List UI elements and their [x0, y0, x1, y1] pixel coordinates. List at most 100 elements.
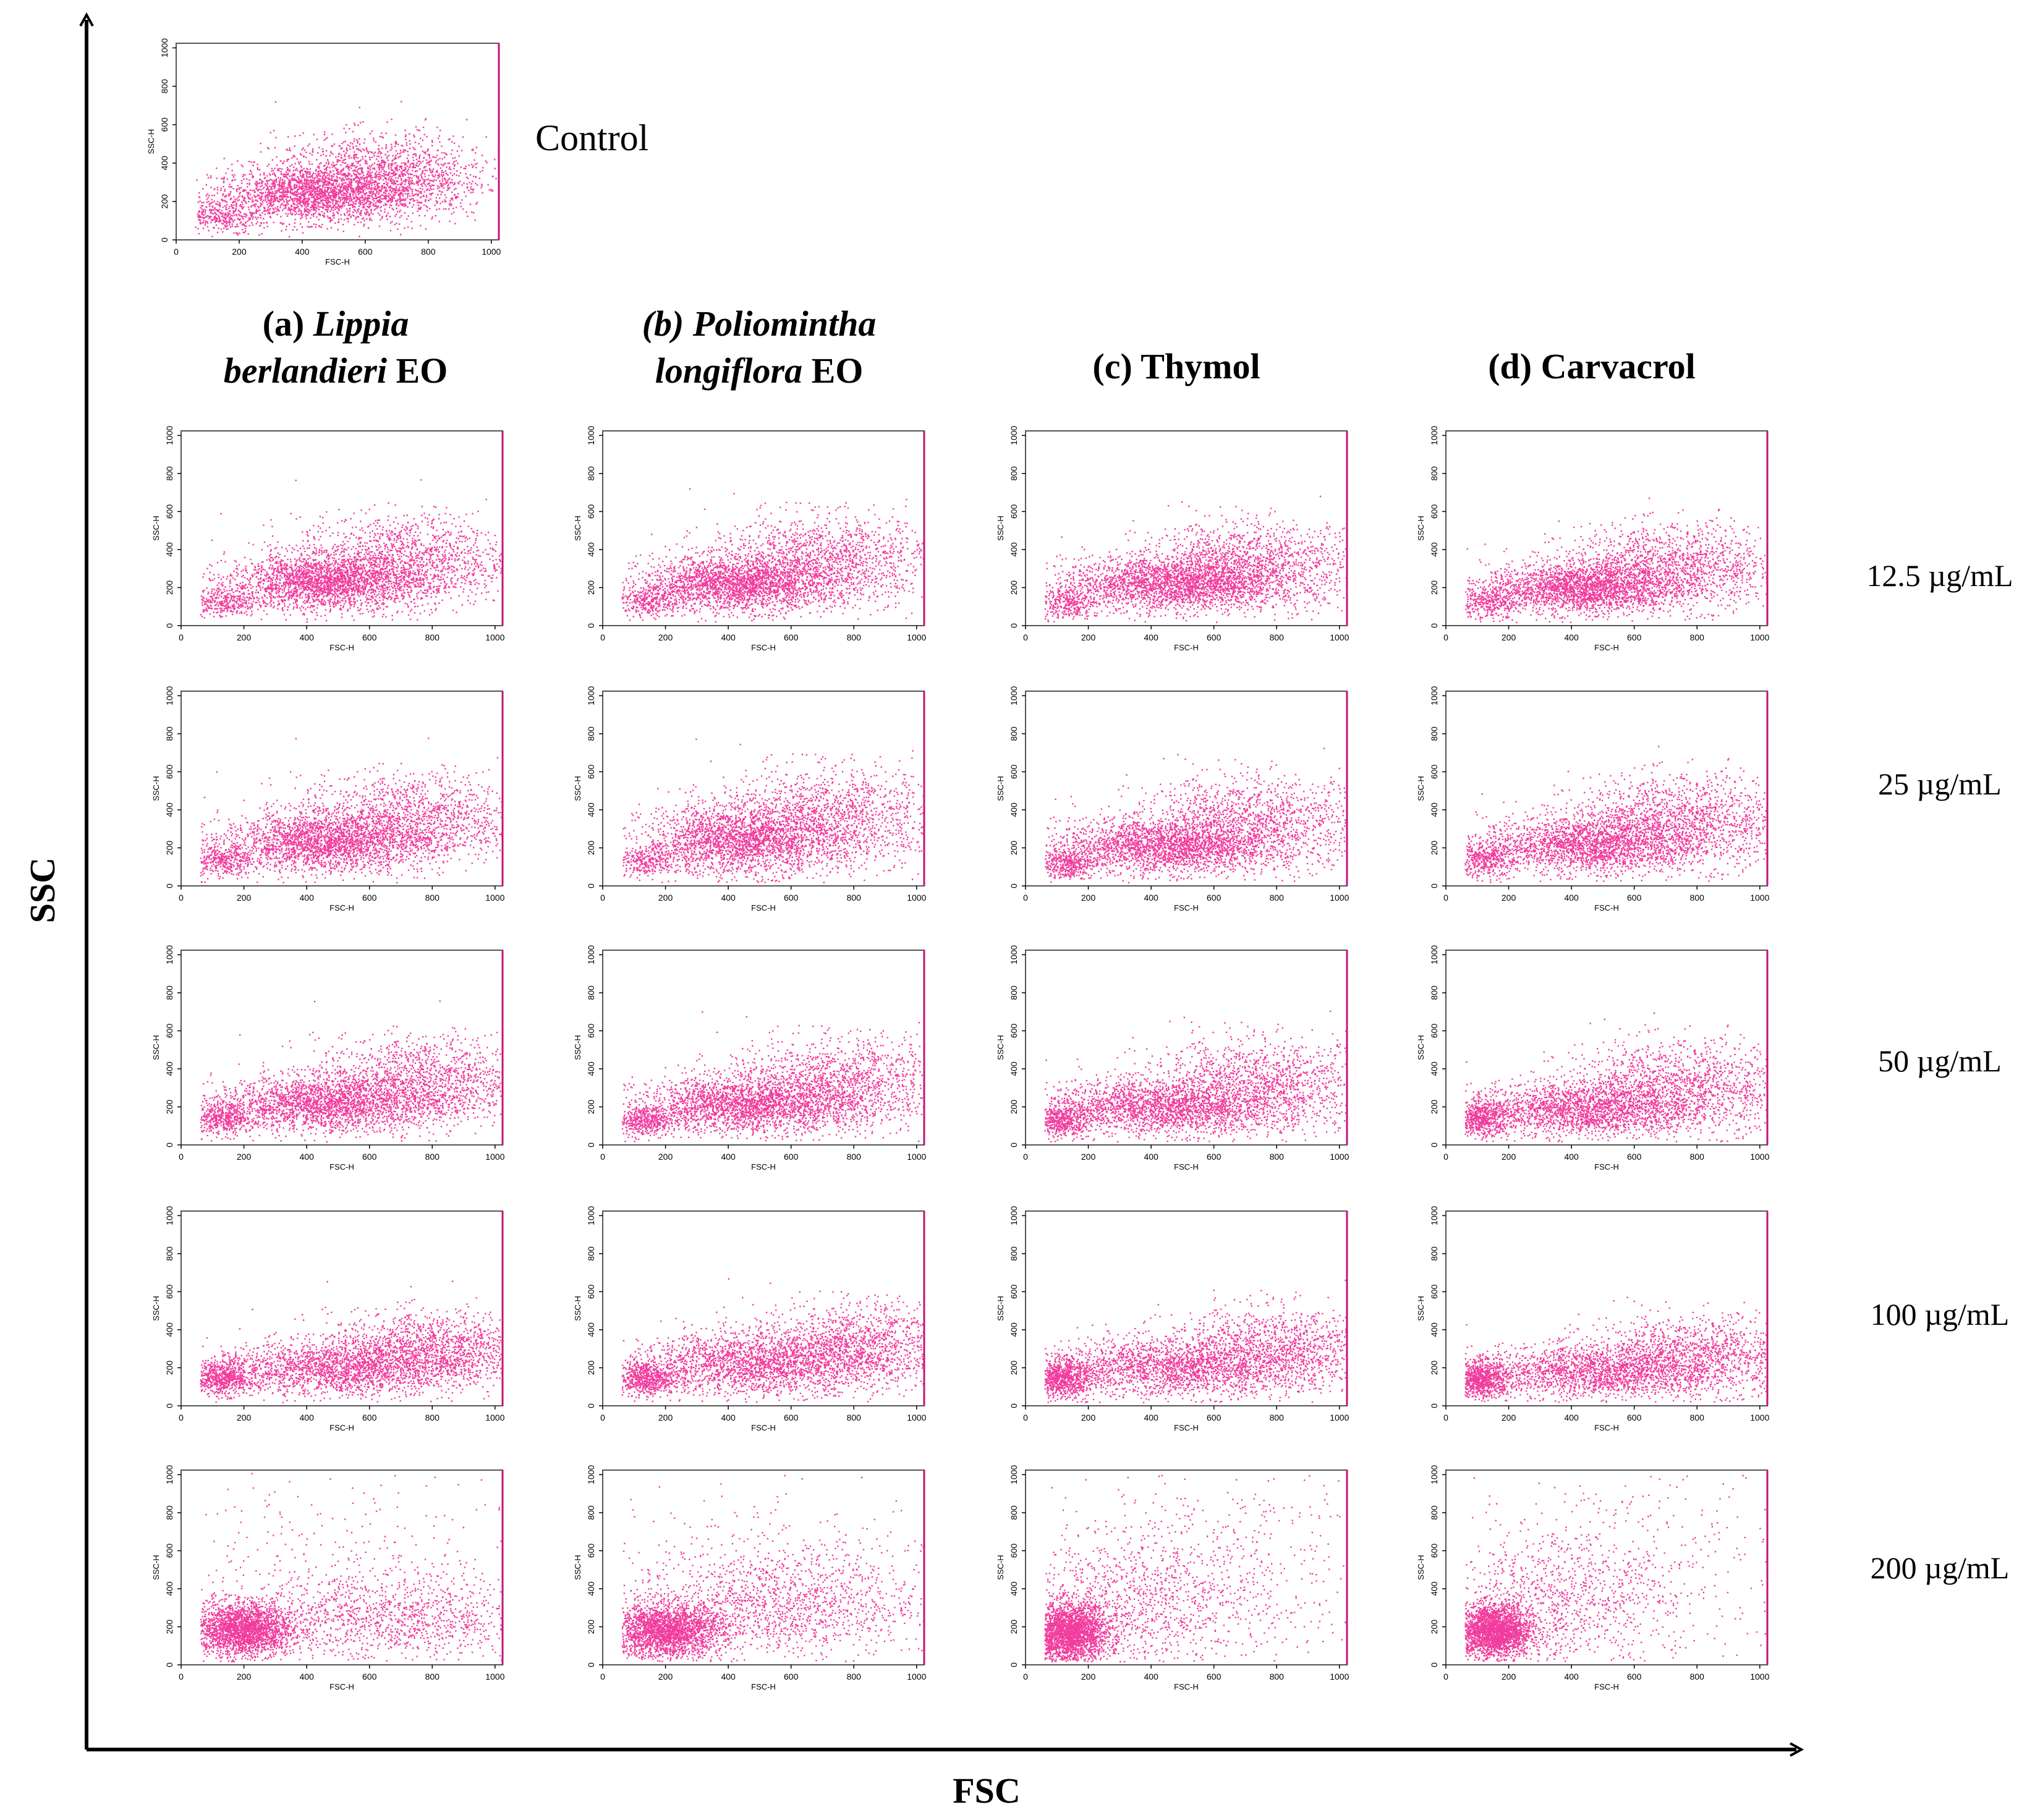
y-tick-label: 1000 — [1009, 1206, 1019, 1225]
y-tick-label: 200 — [1429, 1620, 1439, 1635]
x-tick-label: 1000 — [485, 1413, 504, 1422]
y-tick-label: 0 — [164, 883, 174, 888]
y-tick-label: 800 — [1429, 985, 1439, 1000]
x-tick-label: 600 — [1207, 1152, 1221, 1162]
x-tick-label: 600 — [1627, 632, 1642, 642]
scatter-points — [621, 1278, 925, 1403]
column-header-0-part-0-1: Lippia — [313, 304, 409, 344]
y-tick-label: 1000 — [1009, 945, 1019, 964]
x-tick-label: 1000 — [1330, 1672, 1349, 1682]
scatter-points — [1044, 495, 1348, 623]
x-tick-label: 800 — [847, 1413, 862, 1422]
row-label-1: 25 µg/mL — [1878, 767, 2002, 801]
x-tick-label: 1000 — [1750, 1413, 1769, 1422]
x-tick-label: 400 — [721, 893, 736, 903]
panel-x-axis-label: FSC-H — [329, 1162, 354, 1172]
panel-x-axis-label: FSC-H — [1594, 1682, 1619, 1691]
x-tick-label: 200 — [658, 1672, 673, 1682]
scatter-points — [1044, 1474, 1346, 1663]
x-tick-label: 600 — [784, 632, 799, 642]
x-tick-label: 800 — [425, 893, 440, 903]
row-label-3: 100 µg/mL — [1871, 1297, 2010, 1332]
x-tick-label: 1000 — [907, 1672, 926, 1682]
panel-y-axis-label: SSC-H — [1416, 1555, 1425, 1580]
y-tick-label: 800 — [164, 985, 174, 1000]
x-tick-label: 400 — [299, 1152, 314, 1162]
x-tick-label: 1000 — [1330, 632, 1349, 642]
scatter-panel-13: 0 200 400 600 800 1000 0 200 400 600 800 1000 FSC-H S… — [151, 1206, 505, 1432]
y-tick-label: 800 — [586, 466, 596, 481]
panel-x-axis-label: FSC-H — [329, 1423, 354, 1432]
x-tick-label: 200 — [237, 632, 252, 642]
scatter-points — [621, 1011, 925, 1142]
y-tick-label: 400 — [1009, 1581, 1019, 1596]
y-tick-label: 400 — [586, 1061, 596, 1076]
y-tick-label: 1000 — [1429, 945, 1439, 964]
y-tick-label: 800 — [1009, 985, 1019, 1000]
scatter-panel-9: 0 200 400 600 800 1000 0 200 400 600 800 1000 FSC-H S… — [151, 945, 505, 1172]
y-tick-label: 1000 — [1429, 1465, 1439, 1484]
column-headers: (a) Lippia berlandieri EO (b) Poliomintha l… — [224, 304, 1696, 391]
y-tick-label: 600 — [164, 504, 174, 519]
scatter-points — [1044, 1279, 1348, 1403]
x-tick-label: 200 — [1502, 1672, 1516, 1682]
x-tick-label: 0 — [1443, 1152, 1448, 1162]
x-tick-label: 400 — [1564, 1413, 1579, 1422]
x-tick-label: 200 — [1081, 893, 1096, 903]
y-tick-label: 1000 — [159, 38, 169, 57]
y-tick-label: 800 — [586, 726, 596, 741]
x-tick-label: 400 — [1144, 893, 1158, 903]
x-tick-label: 1000 — [907, 632, 926, 642]
column-header-2-line-0: (c) Thymol — [1092, 346, 1260, 386]
y-tick-label: 400 — [164, 802, 174, 817]
y-tick-label: 200 — [1429, 1361, 1439, 1376]
row-label-0: 12.5 µg/mL — [1866, 558, 2013, 593]
y-tick-label: 1000 — [586, 1465, 596, 1484]
y-tick-label: 1000 — [164, 1465, 174, 1484]
x-tick-label: 0 — [179, 632, 184, 642]
y-tick-label: 600 — [1429, 1285, 1439, 1299]
y-tick-label: 0 — [586, 883, 596, 888]
x-tick-label: 200 — [237, 1413, 252, 1422]
x-tick-label: 200 — [658, 632, 673, 642]
x-tick-label: 200 — [232, 247, 247, 257]
x-tick-label: 1000 — [1750, 1152, 1769, 1162]
y-axis-label: SSC — [22, 857, 62, 923]
x-tick-label: 200 — [1502, 1152, 1516, 1162]
panel-y-axis-label: SSC-H — [1416, 1296, 1425, 1320]
x-tick-label: 400 — [1564, 632, 1579, 642]
y-tick-label: 400 — [1009, 542, 1019, 557]
x-tick-label: 600 — [362, 632, 377, 642]
y-tick-label: 200 — [164, 1620, 174, 1635]
y-tick-label: 1000 — [164, 426, 174, 445]
x-tick-label: 800 — [847, 1672, 862, 1682]
panel-y-axis-label: SSC-H — [151, 1035, 161, 1060]
panel-x-axis-label: FSC-H — [751, 643, 776, 652]
x-tick-label: 600 — [784, 1672, 799, 1682]
column-header-1-part-0-0: (b) — [642, 304, 693, 344]
panel-y-axis-label: SSC-H — [1416, 516, 1425, 540]
x-tick-label: 600 — [784, 1413, 799, 1422]
y-tick-label: 400 — [1429, 1322, 1439, 1337]
x-tick-label: 800 — [425, 1152, 440, 1162]
x-tick-label: 1000 — [1330, 1413, 1349, 1422]
x-tick-label: 800 — [1690, 1152, 1705, 1162]
x-tick-label: 0 — [600, 1152, 605, 1162]
scatter-panel-12: 0 200 400 600 800 1000 0 200 400 600 800 1000 FSC-H S… — [1416, 945, 1770, 1172]
scatter-points — [200, 1473, 503, 1662]
x-tick-label: 200 — [1502, 1413, 1516, 1422]
panel-y-axis-label: SSC-H — [996, 1296, 1005, 1320]
y-tick-label: 400 — [1009, 802, 1019, 817]
scatter-panel-11: 0 200 400 600 800 1000 0 200 400 600 800 1000 FSC-H S… — [996, 945, 1349, 1172]
y-tick-label: 200 — [586, 1620, 596, 1635]
x-tick-label: 800 — [425, 1413, 440, 1422]
y-tick-label: 600 — [586, 1285, 596, 1299]
x-axis-label: FSC — [953, 1771, 1021, 1811]
panel-x-axis-label: FSC-H — [329, 643, 354, 652]
panel-y-axis-label: SSC-H — [996, 1035, 1005, 1060]
panel-x-axis-label: FSC-H — [1174, 643, 1199, 652]
x-tick-label: 200 — [1081, 1152, 1096, 1162]
y-tick-label: 800 — [1009, 726, 1019, 741]
panel-y-axis-label: SSC-H — [996, 1555, 1005, 1580]
y-tick-label: 600 — [1429, 1024, 1439, 1039]
